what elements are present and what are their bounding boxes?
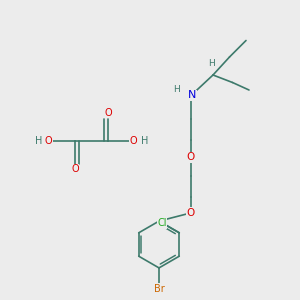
Text: H: H	[173, 85, 179, 94]
Text: O: O	[104, 107, 112, 118]
Text: H: H	[35, 136, 43, 146]
Text: O: O	[186, 208, 195, 218]
Text: Br: Br	[154, 284, 164, 294]
Text: N: N	[188, 90, 196, 100]
Text: Cl: Cl	[157, 218, 167, 228]
Text: O: O	[130, 136, 137, 146]
Text: H: H	[208, 58, 215, 68]
Text: O: O	[186, 152, 195, 163]
Text: O: O	[71, 164, 79, 175]
Text: H: H	[141, 136, 148, 146]
Text: O: O	[45, 136, 52, 146]
